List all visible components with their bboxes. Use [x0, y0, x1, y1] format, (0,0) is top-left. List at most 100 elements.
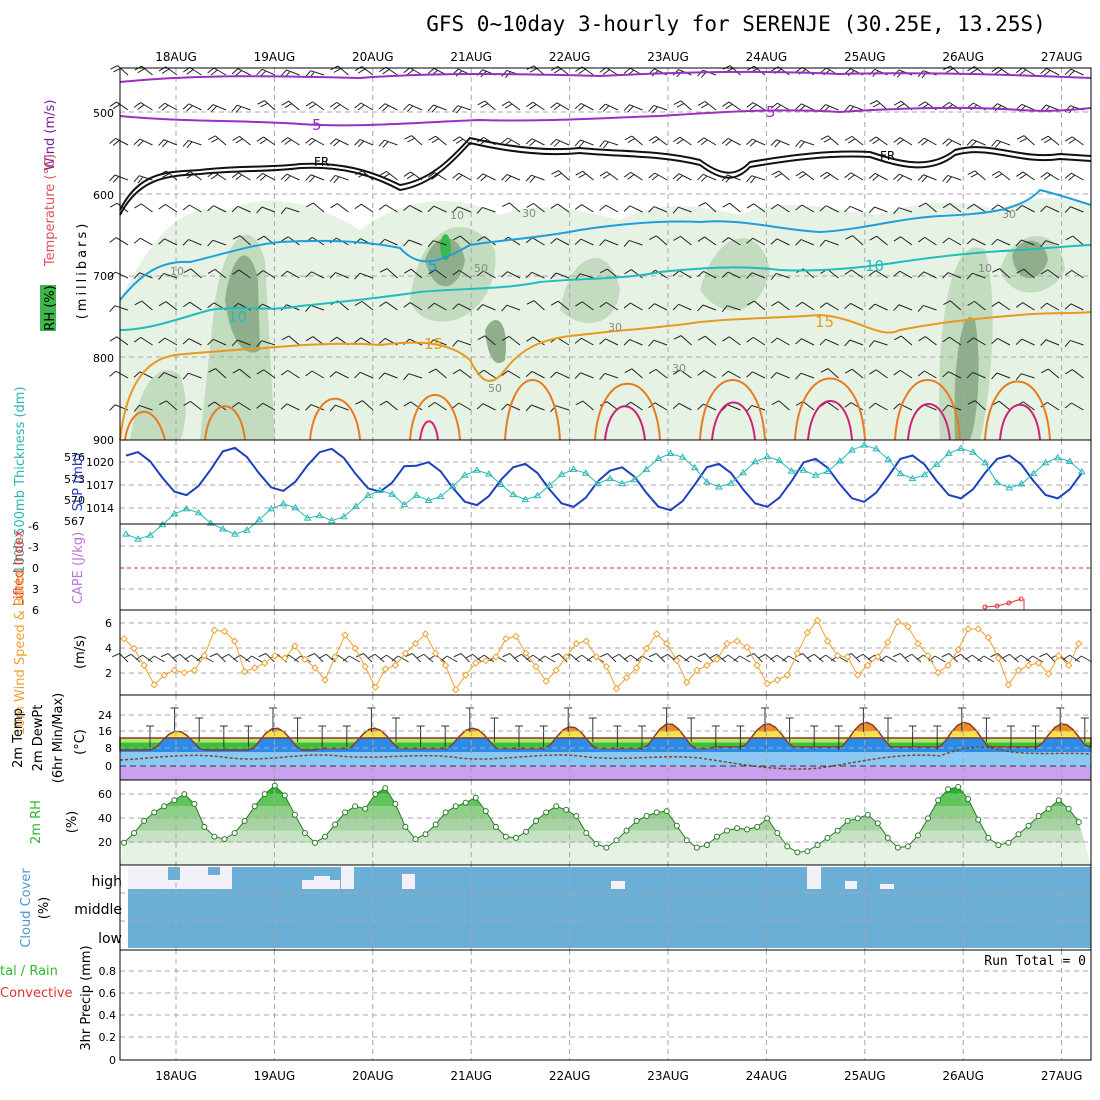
wind10-point: [1014, 666, 1023, 675]
wind-barb-feather: [722, 202, 730, 208]
wind-barb: [384, 103, 398, 111]
rh-light-area: [120, 198, 1091, 440]
wind-barb-feather: [673, 100, 682, 105]
wind-barb: [1046, 302, 1060, 311]
wind-barb-feather: [210, 69, 218, 76]
wind-barb: [115, 237, 129, 246]
wind-barb: [312, 101, 325, 111]
thickness-point: [787, 467, 796, 474]
wind10-point: [331, 653, 339, 661]
wind-barb: [261, 206, 276, 213]
wind-barb-feather: [855, 653, 864, 659]
wind-barb-feather: [795, 204, 803, 211]
wind-barb-feather: [747, 300, 755, 306]
wind-barb: [116, 336, 129, 346]
lifted-index-series: [982, 596, 1025, 610]
thickness-point: [557, 470, 566, 477]
wind-barb-feather: [602, 69, 610, 75]
wind-barb: [362, 400, 374, 411]
wind-barb-feather: [232, 235, 241, 240]
wind-barb: [482, 173, 496, 181]
isotherm-minus10: [119, 188, 1092, 301]
wind10-point: [240, 667, 249, 676]
wind-barb-feather: [231, 339, 238, 347]
thickness-point: [364, 491, 372, 498]
wind-barb: [139, 404, 153, 411]
wind-barb-feather: [599, 171, 607, 177]
wind-barb: [899, 137, 913, 146]
wind-barb-feather: [538, 655, 545, 662]
wind-barb-feather: [1064, 340, 1071, 347]
thickness-point: [848, 446, 856, 453]
wind-barb: [948, 138, 962, 146]
wind-barb: [460, 653, 470, 663]
wind10-point: [291, 642, 299, 650]
wind-barb-feather: [684, 655, 692, 662]
wind-barb: [776, 238, 790, 246]
thickness-point: [448, 482, 457, 489]
wind-barb-feather: [280, 207, 287, 215]
rh2m-point: [904, 843, 911, 850]
wind-barb: [727, 137, 741, 146]
thickness-tick: 567: [64, 515, 85, 528]
wind-barb-feather: [942, 336, 950, 343]
wind-barb: [705, 202, 717, 213]
wind10-point: [793, 649, 802, 658]
wind10-point: [260, 659, 269, 667]
rh2m-point: [894, 844, 901, 851]
wind-barb-feather: [946, 68, 954, 73]
wind-barb: [166, 400, 178, 411]
wind-barb-feather: [847, 138, 856, 144]
wind-barb: [581, 654, 592, 663]
wind10-point: [1004, 681, 1013, 689]
wind-barb: [923, 174, 937, 181]
wind-barb-feather: [207, 205, 214, 212]
ylabel-rh: RH (%): [43, 285, 58, 330]
cloud-gaps: [128, 867, 894, 889]
rh-legend-box: [40, 285, 56, 331]
wind-barb: [384, 139, 398, 146]
wind-barb-feather: [896, 139, 904, 145]
wind-barb: [1023, 135, 1035, 146]
wind10-point: [813, 616, 822, 625]
ylabel-temp-a: 2m Temp: [11, 708, 26, 768]
wind-barb-feather: [798, 141, 805, 149]
wind-barb-feather: [795, 103, 802, 110]
rh2m-point: [1075, 819, 1082, 826]
wind-barb-feather: [697, 653, 706, 658]
rh2m-point: [211, 833, 218, 840]
wind-barb: [581, 337, 594, 346]
wind10-point: [803, 628, 812, 637]
wind-barb-feather: [231, 68, 239, 75]
ylabel-rh2m: 2m RH: [29, 800, 44, 844]
wind-barb-feather: [550, 300, 559, 306]
wind-barb: [1032, 655, 1044, 663]
wind-barb: [508, 236, 521, 246]
wind-barb: [337, 203, 349, 213]
wind-barb: [777, 203, 790, 213]
isotherm-0-b: [119, 141, 1092, 216]
wind10-point: [693, 666, 701, 675]
wind-barb: [680, 100, 692, 111]
wind-barb: [925, 202, 937, 213]
wind-barb-feather: [231, 402, 239, 408]
wind10-point: [703, 661, 711, 670]
wind-barb-feather: [819, 302, 827, 309]
wind-barb-feather: [672, 270, 680, 277]
wind-barb-feather: [746, 405, 753, 412]
wind-barb: [972, 272, 986, 279]
wind-barb-feather: [134, 300, 143, 306]
wind-barb-feather: [525, 138, 533, 145]
wind-barb: [947, 272, 962, 279]
wind10-point: [150, 681, 158, 689]
wind-barb-feather: [994, 173, 1003, 179]
wind-barb-feather: [868, 173, 876, 180]
wind-barb: [411, 135, 423, 146]
wind-barb: [409, 103, 423, 111]
wind10-point: [984, 633, 993, 642]
wind-barb-feather: [551, 653, 559, 658]
contour-label: 30: [522, 207, 536, 220]
wind-barb-feather: [427, 401, 436, 408]
wind-barb-feather: [1064, 303, 1072, 310]
